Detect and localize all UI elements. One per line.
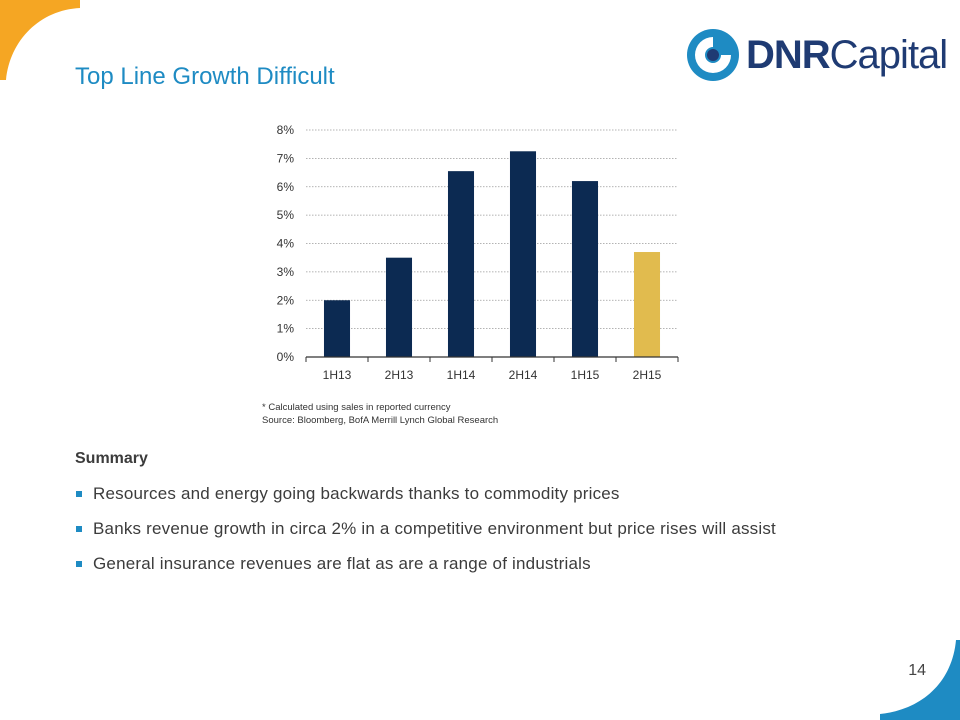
x-tick-label: 2H14 [509, 368, 538, 382]
bullet-square-icon [76, 491, 82, 497]
slide-title: Top Line Growth Difficult [75, 63, 335, 90]
chart-source: Source: Bloomberg, BofA Merrill Lynch Gl… [262, 415, 499, 426]
y-tick-label: 1% [277, 322, 295, 336]
bar-1h13 [323, 300, 351, 357]
bullet-square-icon [76, 561, 82, 567]
logo-text-bold: DNR [746, 33, 831, 77]
x-tick-label: 2H13 [385, 368, 414, 382]
y-tick-label: 0% [277, 350, 295, 364]
revenue-growth-bar-chart: 0% 1% 2% 3% 4% 5% 6% 7% 8% 1H13 2H13 1H14 2H14 1H15 2H… [277, 123, 679, 382]
y-tick-label: 4% [277, 237, 295, 251]
x-tick-label: 1H14 [447, 368, 476, 382]
x-tick-label: 1H13 [323, 368, 352, 382]
summary-bullet: Banks revenue growth in circa 2% in a co… [75, 517, 895, 541]
company-logo: DNRCapital [686, 28, 948, 84]
bar-2h15 [633, 252, 661, 357]
chart-footnotes: * Calculated using sales in reported cur… [262, 401, 498, 427]
bar-2h14 [509, 151, 537, 357]
bar-1h14 [447, 171, 475, 357]
summary-heading: Summary [75, 450, 148, 467]
y-tick-label: 8% [277, 123, 295, 137]
y-tick-label: 6% [277, 180, 295, 194]
y-tick-label: 7% [277, 151, 295, 165]
corner-decoration-bottom-right [880, 640, 960, 720]
bar-2h13 [385, 257, 413, 357]
y-tick-label: 5% [277, 208, 295, 222]
corner-decoration-top-left [0, 0, 80, 80]
summary-section: Summary Resources and energy going backw… [75, 450, 895, 587]
page-number: 14 [908, 662, 926, 679]
summary-bullet-text: General insurance revenues are flat as a… [93, 554, 591, 573]
logo-swirl-icon [687, 29, 739, 81]
summary-bullet-list: Resources and energy going backwards tha… [75, 482, 895, 576]
summary-bullet-text: Resources and energy going backwards tha… [93, 484, 620, 503]
bullet-square-icon [76, 526, 82, 532]
bar-1h15 [571, 181, 599, 357]
x-tick-label: 2H15 [633, 368, 662, 382]
y-tick-label: 2% [277, 293, 295, 307]
logo-text-regular: Capital [829, 33, 949, 77]
y-tick-label: 3% [277, 265, 295, 279]
summary-bullet-text: Banks revenue growth in circa 2% in a co… [93, 519, 776, 538]
chart-footnote: * Calculated using sales in reported cur… [262, 402, 451, 413]
summary-bullet: Resources and energy going backwards tha… [75, 482, 895, 506]
summary-bullet: General insurance revenues are flat as a… [75, 552, 895, 576]
x-tick-label: 1H15 [571, 368, 600, 382]
logo-wordmark: DNRCapital [746, 32, 949, 78]
